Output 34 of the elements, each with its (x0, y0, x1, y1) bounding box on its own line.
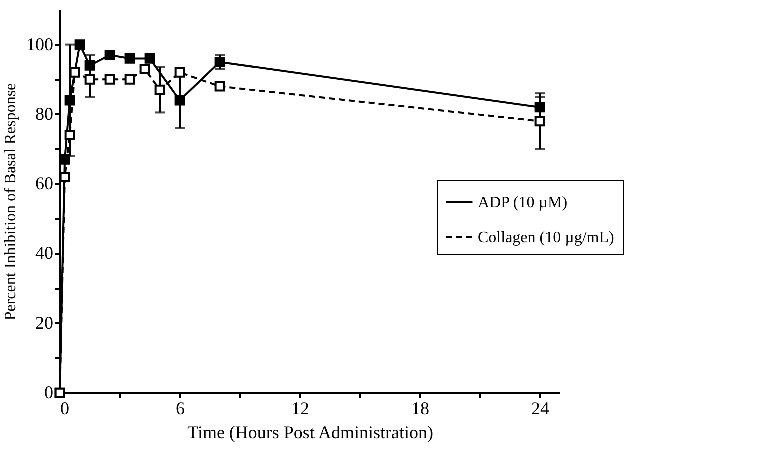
point (124, 54, 136, 64)
y-tick-label: 20 (36, 312, 54, 333)
point (64, 95, 76, 106)
point (104, 50, 116, 60)
x-tick-label: 12 (292, 398, 310, 418)
y-tick-label: 0 (44, 382, 54, 402)
point (74, 40, 86, 50)
y-tick-label: 40 (36, 243, 54, 264)
x-tick-label: 0 (60, 398, 70, 418)
x-tick-label: 6 (176, 398, 185, 418)
x-tick-label: 18 (412, 398, 430, 418)
point (140, 64, 150, 74)
point (144, 54, 156, 64)
y-tick-label: 60 (36, 174, 54, 194)
point (104, 74, 116, 85)
x-axis-title: Time (Hours Post Administration) (188, 422, 434, 442)
point (70, 67, 80, 78)
point (214, 81, 226, 92)
point (174, 95, 186, 106)
legend-label: ADP (10 µM) (478, 194, 568, 212)
point (64, 130, 76, 141)
point (534, 102, 546, 113)
point (84, 60, 96, 71)
point (534, 116, 546, 127)
point (124, 74, 136, 85)
point (174, 67, 186, 78)
point (214, 57, 226, 68)
y-tick-label: 100 (26, 34, 54, 54)
y-tick-label: 80 (36, 104, 54, 124)
legend-label: Collagen (10 µg/mL) (478, 230, 614, 246)
y-axis-title: Percent Inhibition of Basal Response (2, 83, 20, 321)
point (154, 84, 166, 96)
x-tick-label: 24 (532, 398, 550, 418)
point (84, 74, 96, 85)
